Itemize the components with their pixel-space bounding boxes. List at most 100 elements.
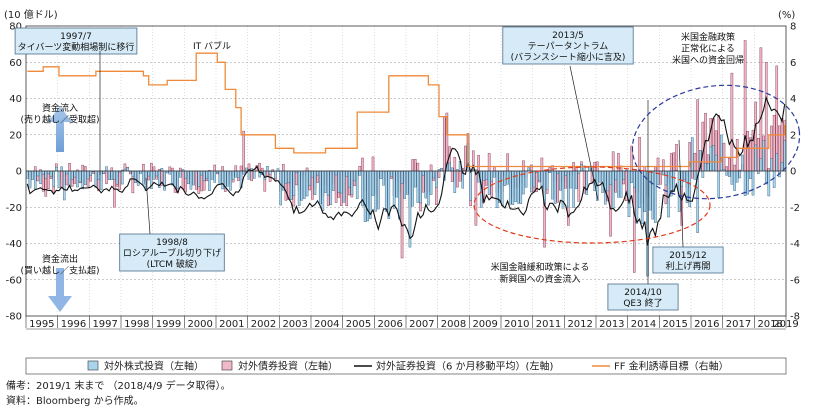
equity-bar — [371, 170, 375, 196]
legend-label: 対外債券投資（左軸） — [238, 360, 338, 373]
right-tick-label: -2 — [790, 203, 800, 214]
equity-bar — [379, 170, 383, 179]
bond-bar — [764, 62, 768, 172]
right-tick-label: -4 — [790, 239, 800, 250]
equity-bar — [245, 167, 248, 172]
equity-bar — [556, 170, 560, 174]
equity-bar — [110, 170, 114, 181]
equity-bar — [759, 158, 763, 172]
bond-bar — [656, 157, 660, 172]
bond-bar — [105, 170, 108, 184]
equity-bar — [757, 170, 760, 174]
bond-bar — [464, 145, 467, 172]
equity-bar — [287, 170, 290, 184]
equity-bar — [403, 170, 406, 199]
equity-bar — [99, 170, 103, 190]
equity-bar — [572, 170, 575, 208]
equity-bar — [532, 170, 536, 188]
equity-bar — [382, 170, 385, 186]
equity-bar — [65, 170, 69, 175]
equity-bar — [36, 170, 40, 177]
bond-bar — [171, 167, 174, 172]
year-label: 2009 — [472, 319, 497, 330]
year-label: 2015 — [662, 319, 687, 330]
year-label: 1996 — [61, 319, 86, 330]
bond-bar — [743, 40, 747, 172]
bond-bar — [659, 170, 662, 185]
us-normalize-label: 米国金融政策 — [681, 31, 735, 43]
equity-bar — [41, 170, 45, 175]
year-label: 2017 — [726, 319, 751, 330]
equity-bar — [564, 170, 567, 176]
equity-bar — [704, 163, 707, 172]
us-normalize-ellipse — [631, 84, 801, 200]
equity-bar — [411, 170, 414, 207]
equity-bar — [537, 170, 541, 181]
equity-bar — [567, 170, 570, 208]
year-label: 2016 — [694, 319, 719, 330]
equity-bar — [709, 146, 713, 172]
bond-bar — [442, 116, 446, 172]
year-label: 2010 — [504, 319, 529, 330]
equity-bar — [448, 162, 451, 172]
equity-bar — [503, 170, 507, 186]
equity-bar — [498, 170, 501, 203]
equity-bar — [350, 170, 354, 195]
equity-bar — [664, 170, 668, 186]
annotation-2015-text: 利上げ再開 — [665, 260, 710, 272]
equity-bar — [717, 170, 720, 198]
right-tick-label: 6 — [790, 58, 796, 69]
equity-bar — [553, 170, 557, 204]
equity-bar — [115, 170, 119, 185]
year-label: 2007 — [409, 319, 434, 330]
bond-bar — [577, 170, 581, 202]
annotation-2014-box — [607, 283, 679, 311]
equity-bar — [627, 170, 631, 218]
pointer-1998 — [145, 177, 151, 235]
equity-bar — [297, 170, 301, 206]
equity-bar — [152, 170, 156, 180]
equity-bar — [303, 170, 306, 199]
equity-bar — [783, 140, 786, 172]
legend-swatch — [221, 360, 233, 371]
equity-bar — [70, 170, 74, 180]
year-label: 2014 — [631, 319, 656, 330]
equity-bar — [26, 170, 29, 179]
equity-bar — [720, 134, 723, 172]
annotation-1997-box — [14, 27, 138, 55]
left-tick-label: -20 — [6, 203, 22, 214]
right-unit-label: (%) — [778, 10, 795, 21]
equity-bar — [274, 170, 277, 179]
year-label: 2004 — [314, 319, 339, 330]
equity-bar — [89, 170, 92, 176]
equity-bar — [44, 170, 48, 179]
us-normalize-label: 正常化による — [681, 43, 735, 55]
it-bubble-label: IT バブル — [193, 40, 231, 52]
note-source: 資料：Bloomberg から作成。 — [6, 396, 144, 407]
bond-bar — [522, 160, 525, 172]
equity-bar — [173, 170, 177, 187]
equity-bar — [648, 170, 652, 211]
equity-bar — [318, 170, 322, 205]
equity-bar — [485, 170, 488, 180]
bond-bar — [757, 138, 760, 172]
left-unit-label: (10 億ドル) — [4, 8, 58, 21]
equity-bar — [369, 170, 372, 219]
equity-bar — [113, 170, 116, 180]
equity-bar — [635, 170, 639, 224]
bond-bar — [81, 164, 85, 172]
annotation-2014-text: 2014/10 — [624, 288, 662, 298]
equity-bar — [28, 170, 32, 189]
bond-bar — [669, 153, 673, 172]
equity-bar — [622, 170, 625, 180]
equity-bar — [226, 170, 230, 187]
left-tick-label: 0 — [16, 167, 22, 178]
bond-bar — [772, 115, 776, 172]
annotation-2015-text: 2015/12 — [669, 251, 706, 261]
equity-bar — [490, 170, 494, 182]
bond-bar — [746, 131, 750, 172]
equity-bar — [374, 170, 377, 212]
equity-bar — [606, 170, 610, 192]
equity-bar — [242, 170, 245, 175]
equity-bar — [78, 170, 82, 183]
